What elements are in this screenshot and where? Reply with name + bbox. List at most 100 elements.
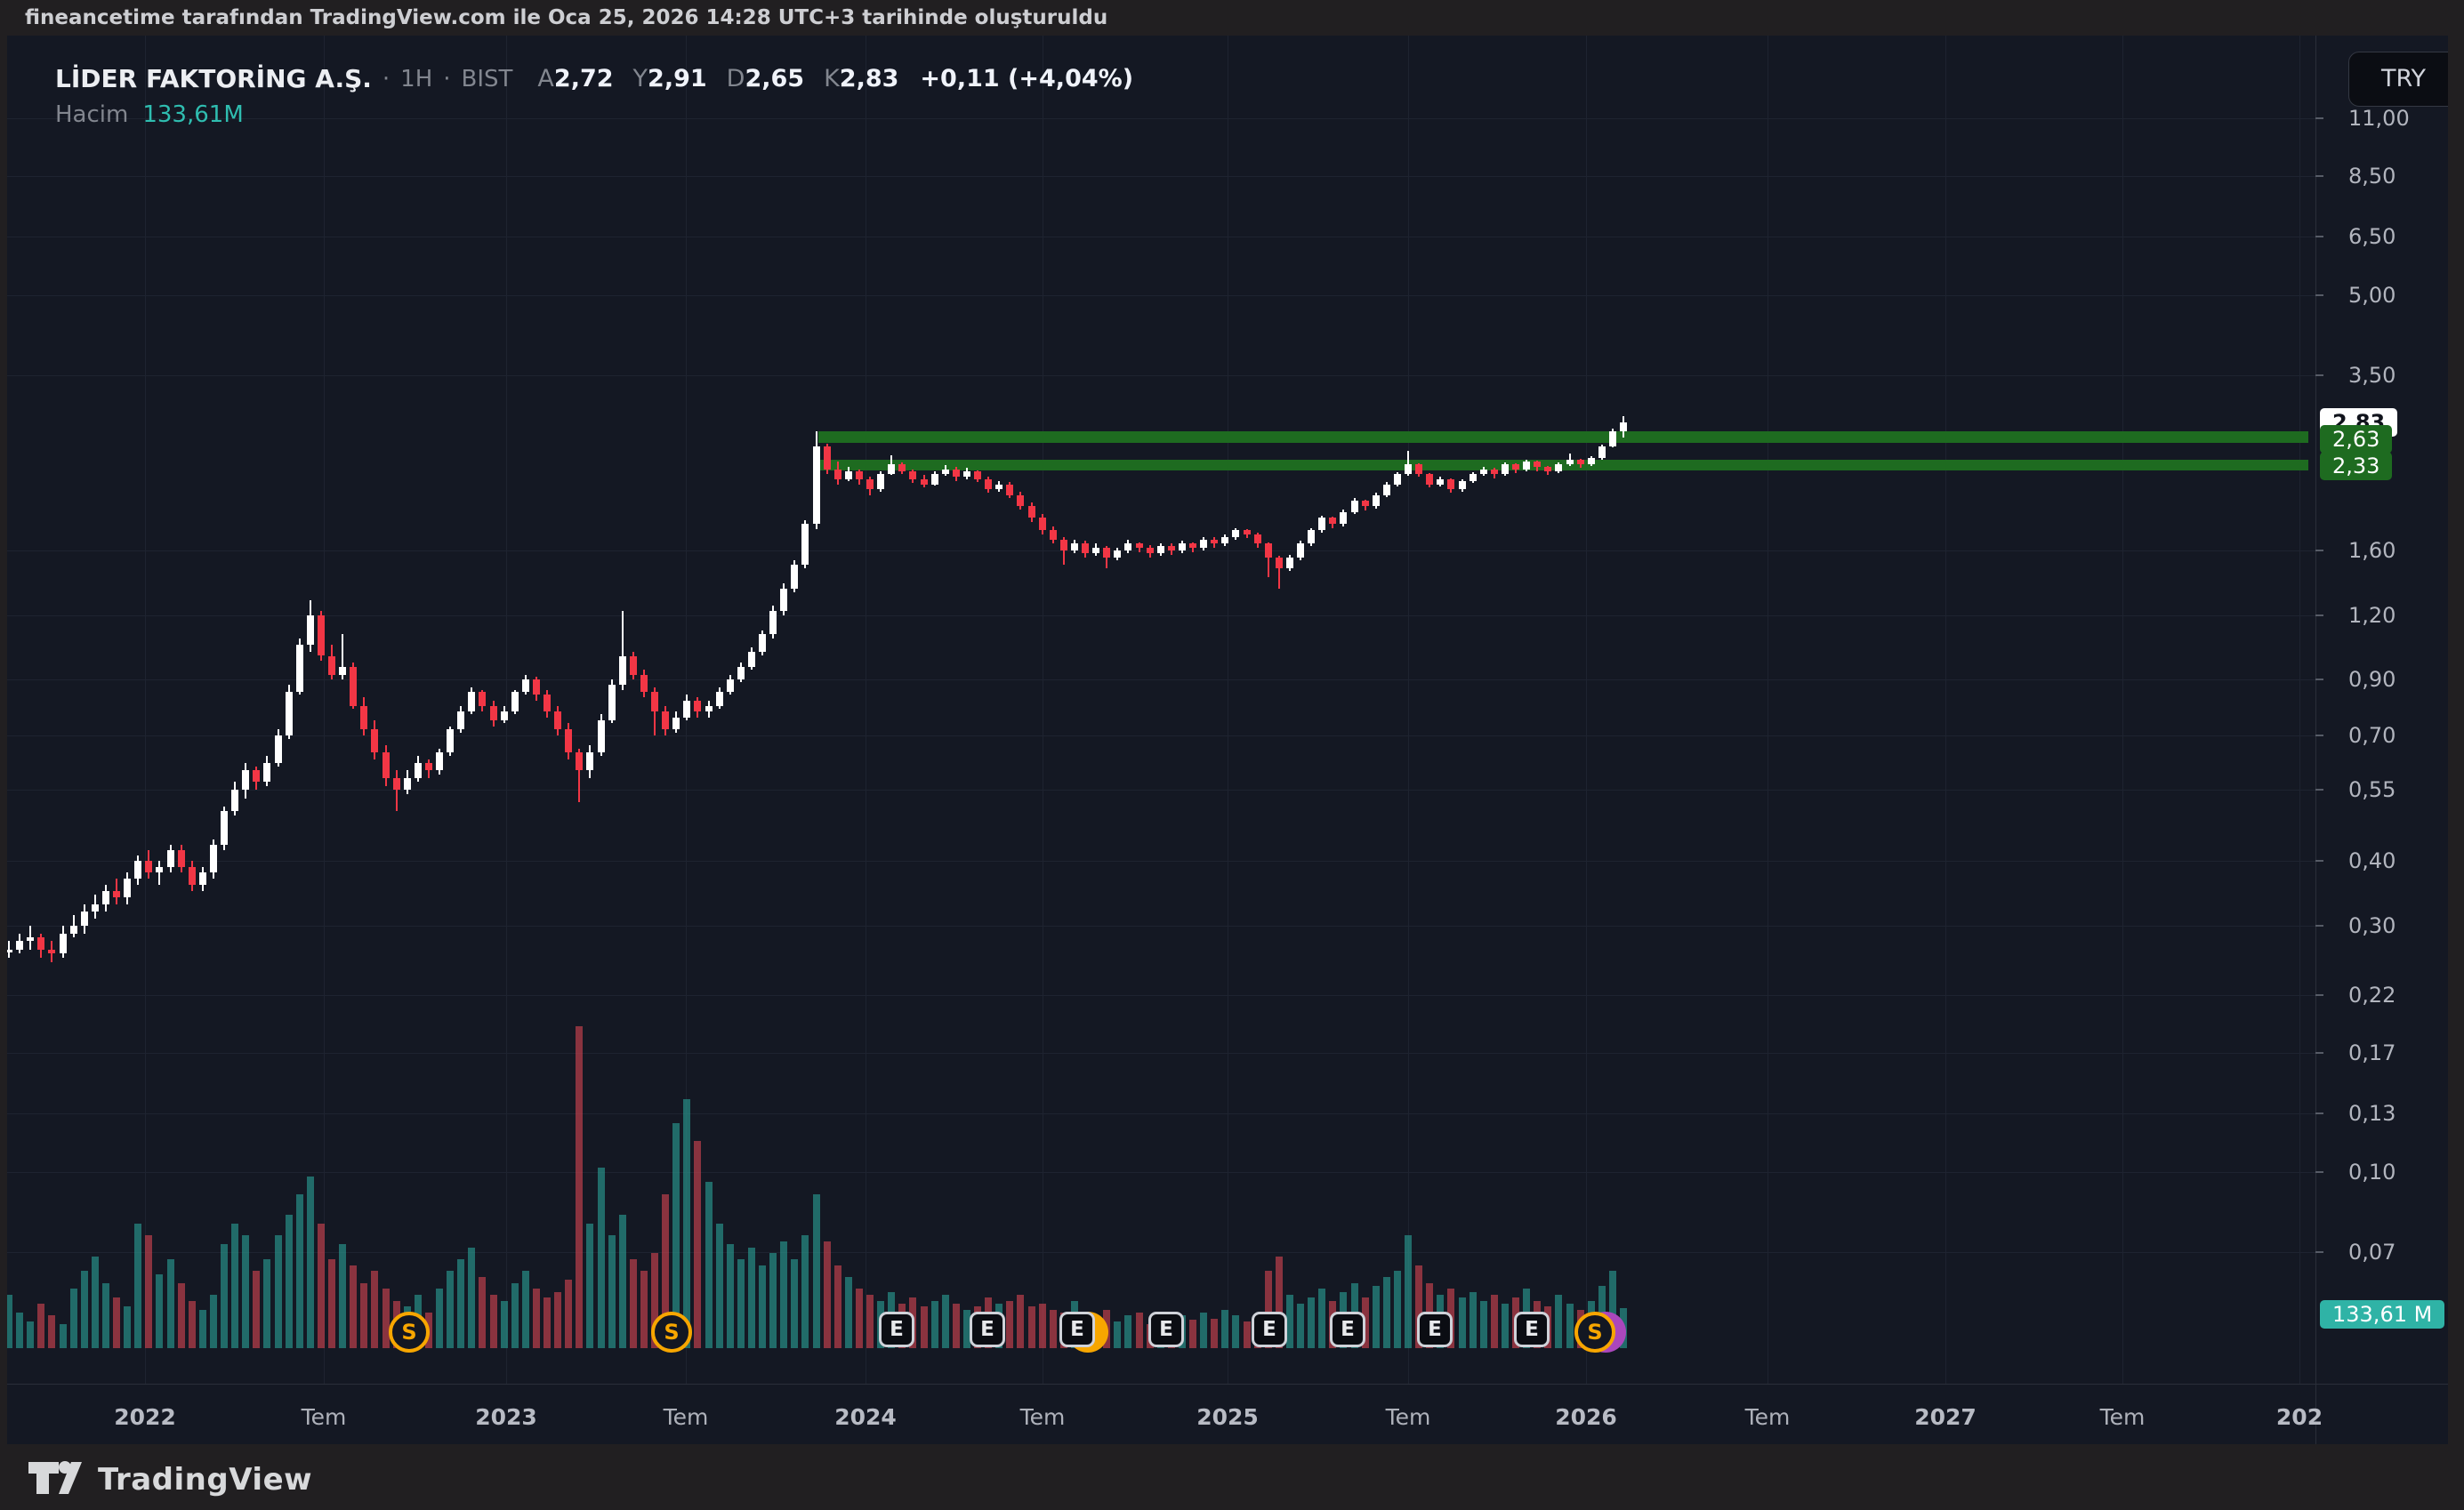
volume-bar	[683, 1099, 691, 1348]
volume-bar	[124, 1306, 132, 1348]
split-marker[interactable]: S	[389, 1312, 430, 1353]
candle-body	[1405, 464, 1412, 475]
candle-wick	[1277, 556, 1280, 589]
tradingview-brand-text[interactable]: TradingView	[98, 1462, 313, 1498]
candle-body	[1082, 543, 1089, 554]
price-tick-dash	[2315, 925, 2323, 928]
earnings-marker[interactable]: E	[1059, 1312, 1095, 1347]
volume-bar	[715, 1224, 723, 1348]
candle-body	[1221, 536, 1229, 544]
volume-bar	[640, 1271, 648, 1348]
volume-bar	[1393, 1271, 1401, 1348]
candle-body	[69, 926, 77, 934]
candle-body	[941, 469, 949, 475]
volume-bar	[747, 1247, 755, 1348]
volume-bar	[350, 1265, 358, 1348]
vertical-gridline	[1945, 36, 1946, 1384]
sr-band-2,63[interactable]	[818, 431, 2308, 444]
currency-try-button[interactable]: TRY	[2348, 52, 2448, 107]
volume-badge: 133,61 M	[2320, 1300, 2445, 1329]
volume-bar	[586, 1224, 594, 1348]
horizontal-gridline	[7, 1171, 2315, 1173]
tradingview-logo-icon[interactable]	[27, 1457, 84, 1503]
price-tick-label: 6,50	[2348, 223, 2396, 249]
horizontal-gridline	[7, 614, 2315, 616]
price-tick-label: 0,90	[2348, 667, 2396, 693]
volume-bar	[759, 1265, 766, 1348]
volume-bar	[274, 1235, 282, 1348]
candle-body	[339, 667, 347, 675]
volume-bar	[242, 1235, 250, 1348]
earnings-marker[interactable]: E	[1514, 1312, 1550, 1347]
volume-bar	[1555, 1295, 1563, 1348]
candle-body	[59, 933, 67, 954]
volume-bar	[1124, 1315, 1132, 1348]
price-tick-label: 3,50	[2348, 362, 2396, 388]
volume-bar	[1608, 1271, 1616, 1348]
candle-body	[640, 674, 648, 693]
horizontal-gridline	[7, 1251, 2315, 1253]
split-marker[interactable]: S	[651, 1312, 692, 1353]
earnings-marker[interactable]: E	[1148, 1312, 1184, 1347]
candle-body	[209, 845, 217, 873]
candle-body	[769, 611, 777, 635]
ohlc-pair: D2,65	[726, 65, 805, 92]
candle-body	[1006, 484, 1014, 495]
time-axis-separator	[7, 1384, 2448, 1385]
volume-bar	[263, 1259, 271, 1348]
candle-body	[134, 861, 142, 879]
volume-bar	[59, 1324, 67, 1348]
candle-body	[1566, 459, 1574, 465]
exchange-label: BIST	[461, 65, 513, 92]
separator-dot: ·	[382, 65, 391, 92]
symbol-name[interactable]: LİDER FAKTORİNG A.Ş.	[55, 64, 372, 93]
vertical-gridline	[2299, 36, 2300, 1384]
volume-bar	[608, 1235, 616, 1348]
candle-body	[511, 692, 519, 712]
horizontal-gridline	[7, 735, 2315, 737]
earnings-marker[interactable]: E	[879, 1312, 914, 1347]
volume-bar	[166, 1259, 174, 1348]
volume-bar	[565, 1280, 573, 1348]
interval-label[interactable]: 1H	[400, 65, 433, 92]
symbol-header: LİDER FAKTORİNG A.Ş. · 1H · BIST A2,72 Y2…	[55, 64, 1133, 93]
price-tick-label: 1,20	[2348, 602, 2396, 628]
price-tick-label: 1,60	[2348, 538, 2396, 563]
volume-bar	[209, 1295, 217, 1348]
candle-body	[1167, 546, 1175, 550]
candle-body	[1458, 481, 1466, 490]
volume-bar	[1221, 1309, 1229, 1348]
volume-bar	[1458, 1297, 1466, 1348]
volume-bar	[156, 1273, 164, 1348]
candle-body	[468, 692, 476, 712]
horizontal-gridline	[7, 679, 2315, 681]
candle-body	[651, 692, 658, 712]
candle-body	[1135, 543, 1143, 548]
candle-body	[424, 763, 432, 771]
candle-wick	[1407, 450, 1409, 477]
candle-body	[608, 684, 616, 721]
candle-body	[382, 752, 390, 778]
volume-bar	[500, 1300, 508, 1348]
candle-body	[1017, 494, 1025, 507]
volume-bar	[479, 1277, 487, 1348]
volume-bar	[1200, 1313, 1208, 1348]
candle-body	[747, 651, 755, 668]
candle-body	[576, 752, 584, 771]
earnings-marker[interactable]: E	[1252, 1312, 1287, 1347]
separator-dot: ·	[443, 65, 451, 92]
volume-bar	[544, 1297, 551, 1348]
candle-body	[1297, 543, 1304, 558]
candle-body	[544, 695, 551, 712]
candle-body	[1447, 478, 1455, 490]
earnings-marker[interactable]: E	[1330, 1312, 1365, 1347]
band-price-badge: 2,63	[2320, 424, 2393, 454]
volume-bar	[145, 1235, 153, 1348]
sr-band-2,33[interactable]	[818, 459, 2308, 470]
earnings-marker[interactable]: E	[1417, 1312, 1453, 1347]
price-change: +0,11 (+4,04%)	[920, 65, 1134, 92]
time-axis-label: Tem	[301, 1404, 347, 1430]
split-marker[interactable]: S	[1574, 1312, 1615, 1353]
earnings-marker[interactable]: E	[970, 1312, 1005, 1347]
